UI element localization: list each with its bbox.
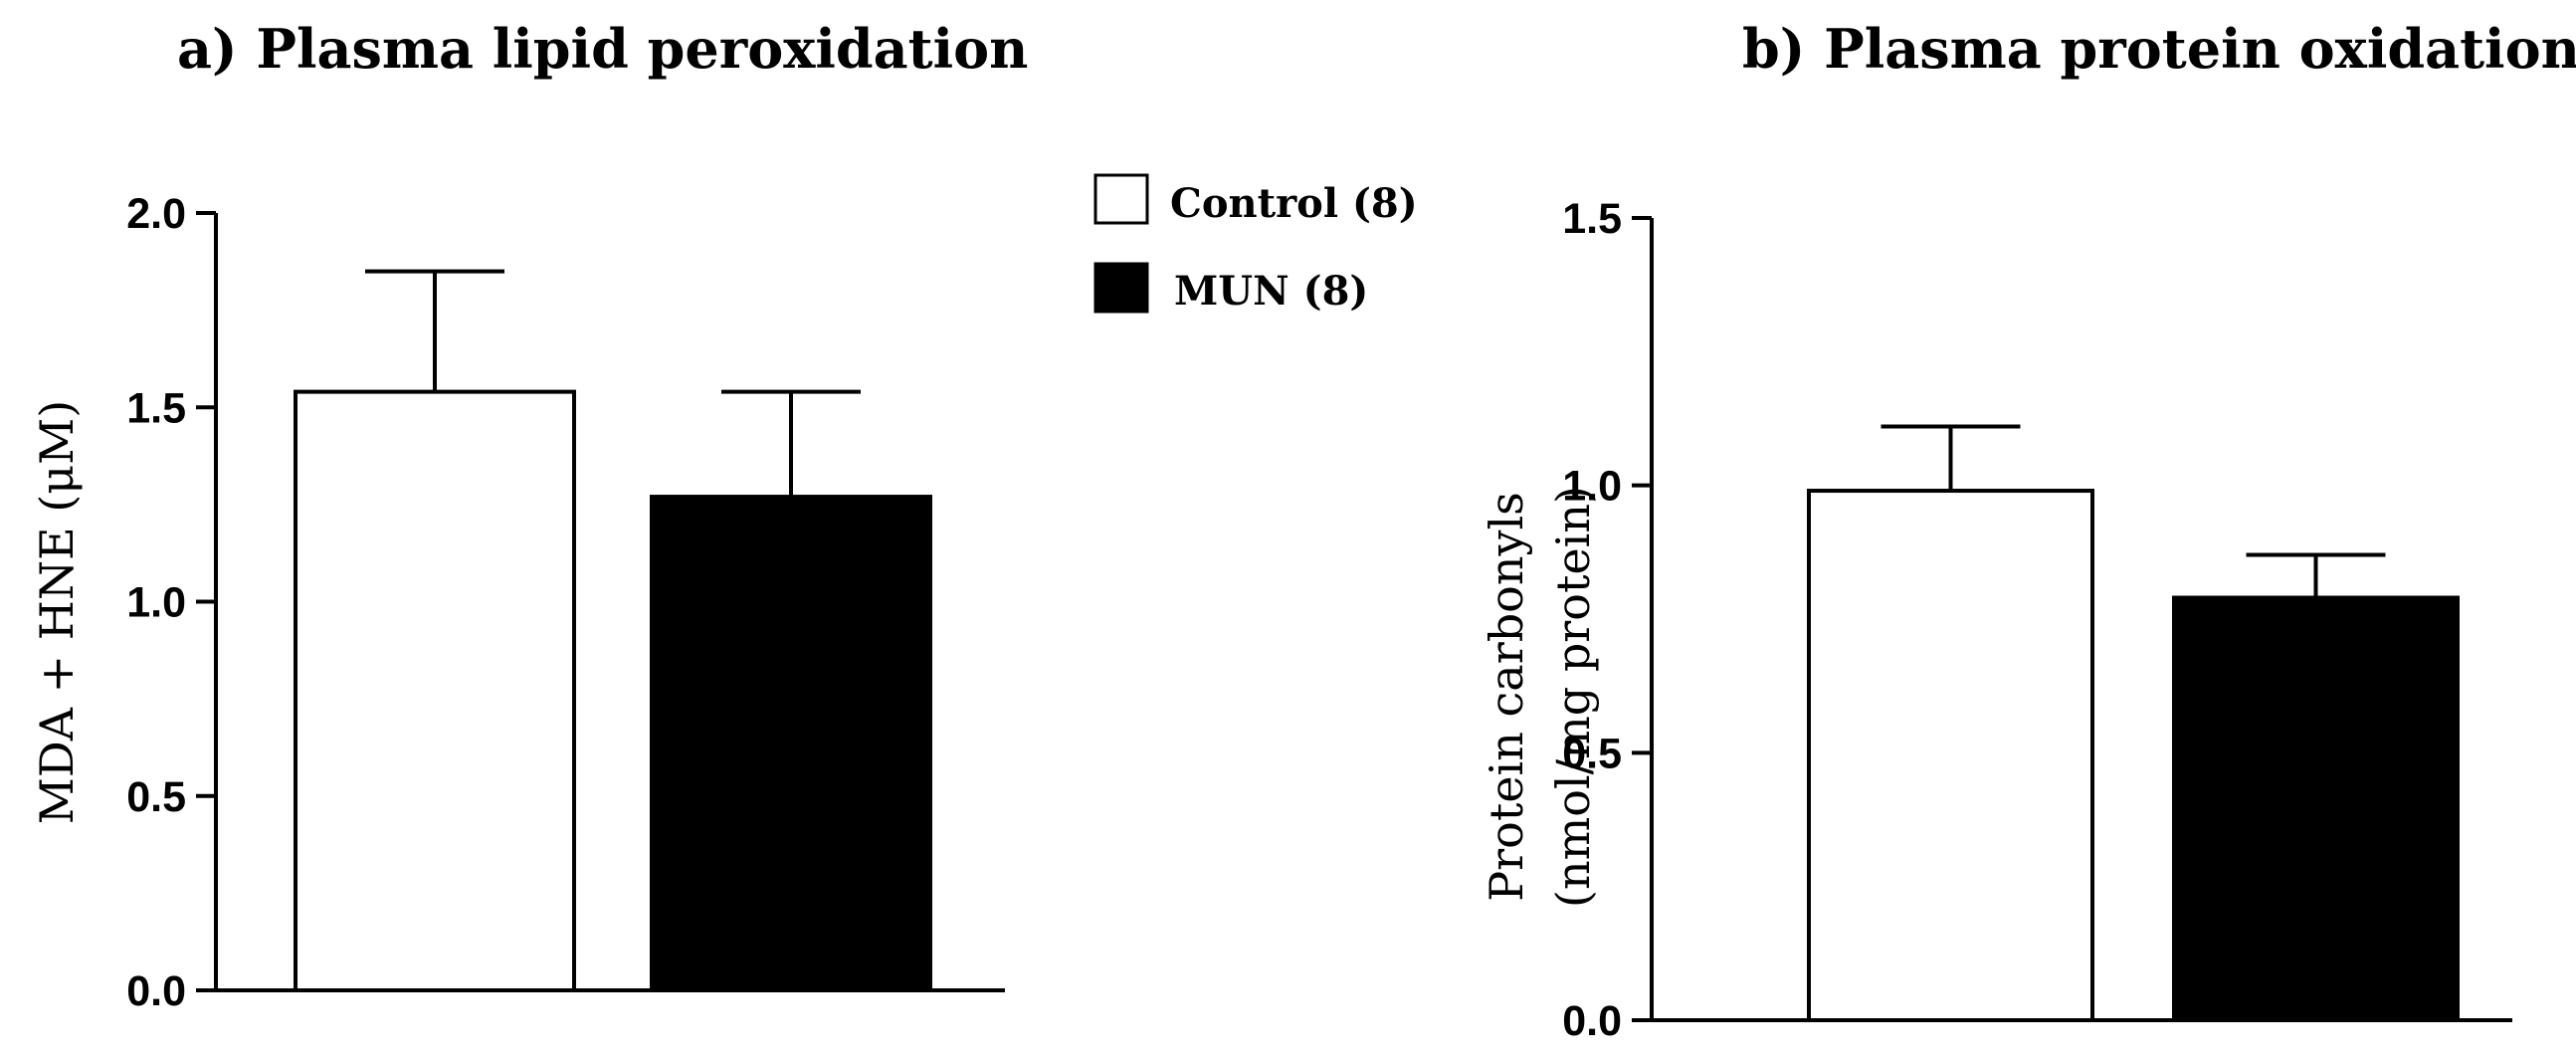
panel-a-lipid-peroxidation: a) Plasma lipid peroxidation MDA + HNE (… [30,17,1028,1015]
panel-b-title: b) Plasma protein oxidation [1742,17,2576,81]
legend-swatch-control [1093,173,1149,225]
panel-a-title: a) Plasma lipid peroxidation [177,17,1028,81]
panel-b-protein-oxidation: b) Plasma protein oxidation Protein carb… [1480,17,2576,1045]
panel-b-y-tick-label-0: 0.0 [1562,997,1622,1045]
panel-a-plot-area: 0.0 0.5 1.0 1.5 2.0 [126,190,1005,1015]
panel-b-plot-area: 0.0 0.5 1.0 1.5 [1562,195,2512,1045]
panel-a-y-tick-label-2: 1.0 [126,579,186,627]
panel-b-bar-1 [2172,595,2460,1022]
panel-a-y-tick-label-0: 0.0 [126,967,186,1015]
panel-b-y-tick-label-2: 1.0 [1562,463,1622,511]
panel-b-y-tick-label-1: 0.5 [1562,730,1622,777]
panel-a-y-tick-label-3: 1.5 [126,384,186,432]
panel-a-y-axis-label: MDA + HNE (μM) [30,400,84,824]
panel-a-bar-0 [294,389,576,992]
legend: Control (8) MUN (8) [1093,173,1418,315]
legend-label-mun: MUN (8) [1174,268,1368,315]
panel-a-bar-1 [650,495,932,992]
panel-a-y-tick-label-4: 2.0 [126,190,186,238]
panel-b-bar-0 [1807,489,2094,1023]
panel-b-y-axis-label-line2: (nmol/mg protein) [1546,486,1600,908]
legend-label-control: Control (8) [1170,180,1418,227]
legend-swatch-mun [1093,262,1149,314]
panel-b-y-axis-label-line1: Protein carbonyls [1480,492,1533,902]
panel-a-y-tick-label-1: 0.5 [126,773,186,821]
panel-b-y-tick-label-3: 1.5 [1562,195,1622,243]
